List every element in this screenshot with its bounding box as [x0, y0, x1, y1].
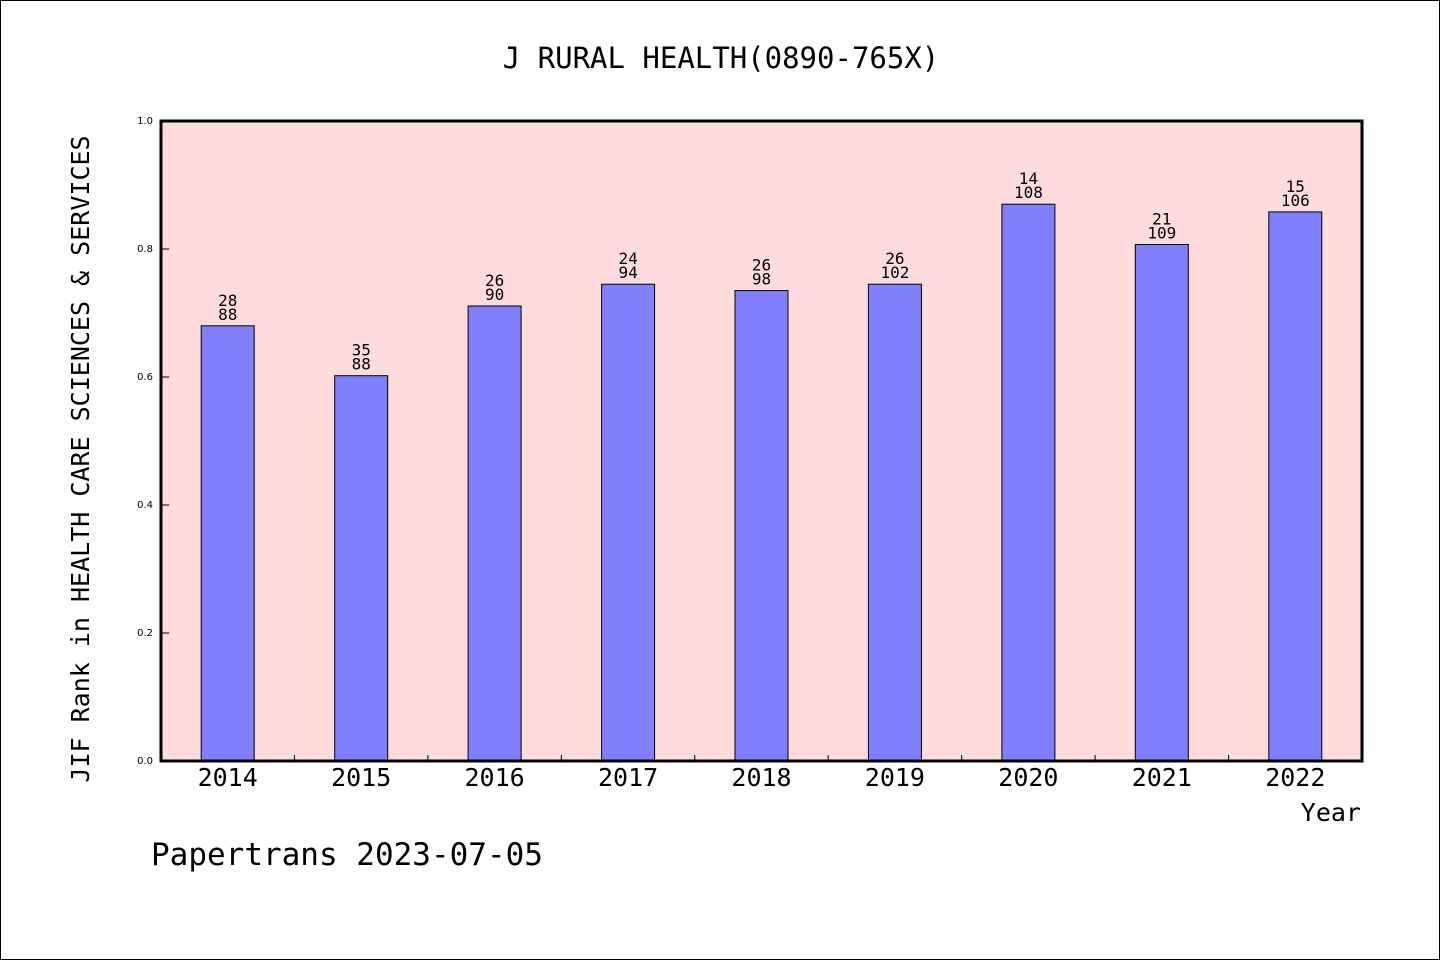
bar-total-label: 106	[1281, 191, 1310, 210]
bar-total-label: 109	[1147, 224, 1176, 243]
bar-rank-label: 21	[1152, 210, 1171, 229]
bar-total-label: 90	[485, 285, 504, 304]
x-tick-label: 2016	[464, 763, 524, 792]
bar-2016	[467, 305, 522, 762]
x-tick-label: 2021	[1132, 763, 1192, 792]
bar-rank-label: 14	[1019, 169, 1038, 188]
bar-2021	[1134, 244, 1189, 762]
bar-rank-label: 26	[885, 249, 904, 268]
x-tick-label: 2019	[865, 763, 925, 792]
x-tick-label: 2017	[598, 763, 658, 792]
y-axis-label: JIF Rank in HEALTH CARE SCIENCES & SERVI…	[66, 135, 95, 782]
plot-border	[159, 119, 1364, 763]
bar-rank-label: 35	[352, 341, 371, 360]
x-tick-label: 2015	[331, 763, 391, 792]
y-tick-label: 0.8	[137, 244, 153, 255]
bars-layer	[200, 203, 1323, 762]
bar-rank-label: 26	[485, 271, 504, 290]
bar-rank-label: 28	[218, 291, 237, 310]
x-tick-label: 2018	[731, 763, 791, 792]
bar-rank-label: 24	[618, 249, 637, 268]
bar-2014	[200, 325, 255, 762]
bar-rank-label: 26	[752, 256, 771, 275]
x-axis-label: Year	[1301, 798, 1361, 827]
y-tick-label: 0.0	[137, 756, 153, 767]
bar-2022	[1268, 211, 1323, 762]
bar-total-label: 94	[618, 263, 637, 282]
chart-title: J RURAL HEALTH(0890-765X)	[503, 41, 940, 75]
bar-2019	[867, 283, 922, 762]
bar-total-label: 98	[752, 270, 771, 289]
y-tick-label: 0.4	[137, 500, 153, 511]
bar-2017	[601, 283, 656, 762]
bar-total-label: 108	[1014, 183, 1043, 202]
footer-credit: Papertrans 2023-07-05	[151, 837, 543, 873]
bar-total-label: 102	[880, 263, 909, 282]
bar-2018	[734, 290, 789, 762]
y-tick-label: 0.2	[137, 628, 153, 639]
y-tick-label: 0.6	[137, 372, 153, 383]
bar-2020	[1001, 203, 1056, 762]
bar-total-label: 88	[218, 305, 237, 324]
bar-2015	[334, 375, 389, 762]
x-tick-label: 2020	[998, 763, 1058, 792]
x-tick-label: 2022	[1265, 763, 1325, 792]
bar-rank-label: 15	[1286, 177, 1305, 196]
x-axis-ticks: 2014 2015 2016 2017 2018 2019 2020 2021 2022	[198, 755, 1325, 792]
bar-total-label: 88	[352, 355, 371, 374]
x-tick-label: 2014	[198, 763, 258, 792]
y-tick-label: 1.0	[137, 116, 153, 127]
